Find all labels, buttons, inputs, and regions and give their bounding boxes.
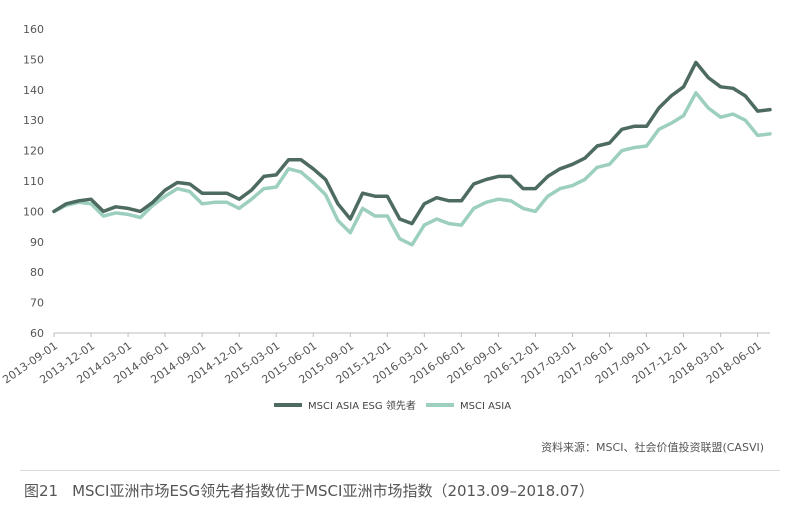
y-tick-label: 80	[30, 266, 44, 279]
series-lines	[52, 60, 772, 247]
y-tick-label: 120	[23, 145, 44, 158]
y-tick-label: 150	[23, 53, 44, 66]
series-line	[52, 60, 772, 226]
y-tick-label: 90	[30, 236, 44, 249]
y-axis: 60 70 80 90 100 110 120 130 140 150 160	[23, 23, 44, 340]
legend: MSCI ASIA ESG 领先者 MSCI ASIA	[274, 399, 511, 412]
caption-divider	[20, 470, 780, 471]
x-axis: 2013-09-012013-12-012014-03-012014-06-01…	[0, 332, 770, 386]
y-tick-label: 130	[23, 114, 44, 127]
legend-label: MSCI ASIA	[460, 401, 511, 412]
source-note: 资料来源：MSCI、社会价值投资联盟(CASVI)	[541, 441, 764, 454]
y-tick-label: 160	[23, 23, 44, 36]
y-tick-label: 110	[23, 175, 44, 188]
figure-title: MSCI亚洲市场ESG领先者指数优于MSCI亚洲市场指数（2013.09–201…	[72, 482, 594, 500]
figure-number: 图21	[24, 482, 59, 500]
y-tick-label: 140	[23, 84, 44, 97]
line-chart: 60 70 80 90 100 110 120 130 140 150 160 2013-09-01…	[0, 23, 772, 412]
figure-caption: 图21 MSCI亚洲市场ESG领先者指数优于MSCI亚洲市场指数（2013.09–…	[24, 480, 594, 501]
y-tick-label: 100	[23, 205, 44, 218]
legend-label: MSCI ASIA ESG 领先者	[308, 399, 416, 412]
series-line	[52, 91, 772, 247]
y-tick-label: 70	[30, 297, 44, 310]
y-tick-label: 60	[30, 327, 44, 340]
